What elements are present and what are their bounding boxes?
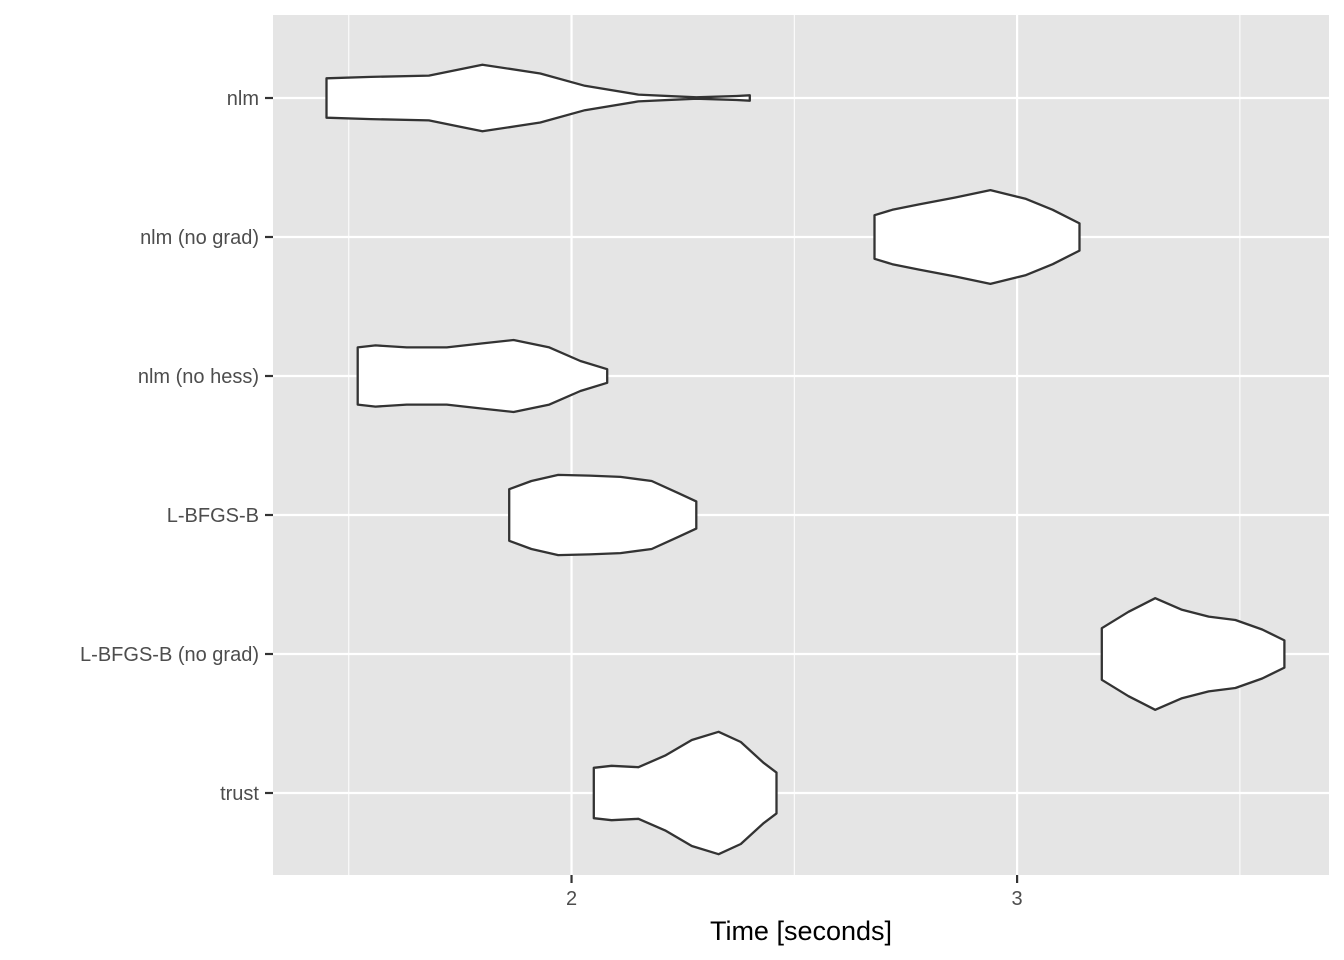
y-tick-label: trust bbox=[220, 783, 259, 805]
y-tick-label: nlm (no hess) bbox=[138, 366, 259, 388]
violin-trust bbox=[592, 730, 778, 856]
y-tick-label: L-BFGS-B (no grad) bbox=[80, 644, 259, 666]
violin-nlm-no-grad bbox=[873, 188, 1081, 286]
y-tick-label: nlm bbox=[227, 88, 259, 110]
violin-l-bfgs-b-no-grad bbox=[1100, 597, 1286, 711]
x-axis-title: Time [seconds] bbox=[710, 916, 892, 946]
plot-panel bbox=[273, 15, 1329, 875]
y-tick-label: L-BFGS-B bbox=[167, 505, 259, 527]
y-tick-label: nlm (no grad) bbox=[140, 227, 259, 249]
y-axis: nlm nlm (no grad) nlm (no hess) L-BFGS-B L-B… bbox=[80, 88, 273, 805]
violins bbox=[325, 63, 1286, 856]
violin-nlm bbox=[325, 63, 751, 133]
x-tick-label: 3 bbox=[1012, 888, 1023, 910]
violin-nlm-no-hess bbox=[356, 338, 609, 414]
violin-l-bfgs-b bbox=[508, 473, 698, 557]
x-tick-label: 2 bbox=[566, 888, 577, 910]
